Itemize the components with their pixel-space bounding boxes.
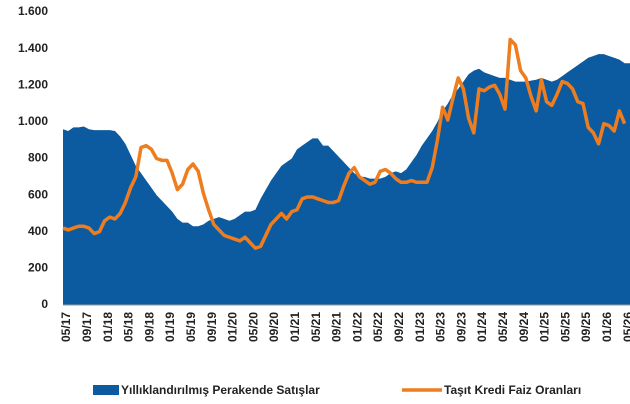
x-tick-label: 09/18 [142, 312, 156, 342]
x-tick-label: 01/20 [226, 312, 240, 342]
x-tick-label: 05/19 [184, 312, 198, 342]
x-tick-label: 09/17 [80, 312, 94, 342]
y-tick-label: 200 [28, 261, 48, 275]
x-tick-label: 09/19 [205, 312, 219, 342]
legend-swatch [93, 385, 119, 395]
x-tick-label: 09/20 [267, 312, 281, 342]
x-tick-label: 05/21 [309, 312, 323, 342]
x-tick-label: 05/22 [371, 312, 385, 342]
y-tick-label: 1.000 [18, 114, 48, 128]
x-tick-label: 01/21 [288, 312, 302, 342]
x-tick-label: 09/21 [330, 312, 344, 342]
y-tick-label: 1.200 [18, 77, 48, 91]
y-tick-label: 1.600 [18, 4, 48, 18]
x-tick-label: 05/26 [621, 312, 630, 342]
x-tick-label: 05/23 [434, 312, 448, 342]
x-tick-label: 01/25 [538, 312, 552, 342]
line [62, 37, 627, 250]
y-tick-label: 400 [28, 224, 48, 238]
x-tick-label: 01/26 [600, 312, 614, 342]
x-tick-label: 09/25 [579, 312, 593, 342]
x-tick-label: 01/24 [475, 312, 489, 342]
legend-label: Yıllıklandırılmış Perakende Satışlar [121, 383, 320, 397]
y-tick-label: 800 [28, 151, 48, 165]
x-tick-label: 05/18 [122, 312, 136, 342]
x-tick-label: 01/23 [413, 312, 427, 342]
x-tick-label: 05/24 [496, 312, 510, 342]
x-tick-label: 01/18 [101, 312, 115, 342]
x-tick-label: 09/24 [517, 312, 531, 342]
y-tick-label: 0 [41, 297, 48, 311]
x-tick-label: 01/19 [163, 312, 177, 342]
x-tick-label: 01/22 [350, 312, 364, 342]
y-tick-label: 600 [28, 187, 48, 201]
x-tick-label: 09/22 [392, 312, 406, 342]
x-tick-label: 09/23 [454, 312, 468, 342]
x-tick-label: 05/20 [246, 312, 260, 342]
x-tick-label: 05/25 [558, 312, 572, 342]
y-tick-label: 1.400 [18, 41, 48, 55]
x-tick-label: 05/17 [59, 312, 73, 342]
legend-label: Taşıt Kredi Faiz Oranları [444, 383, 581, 397]
